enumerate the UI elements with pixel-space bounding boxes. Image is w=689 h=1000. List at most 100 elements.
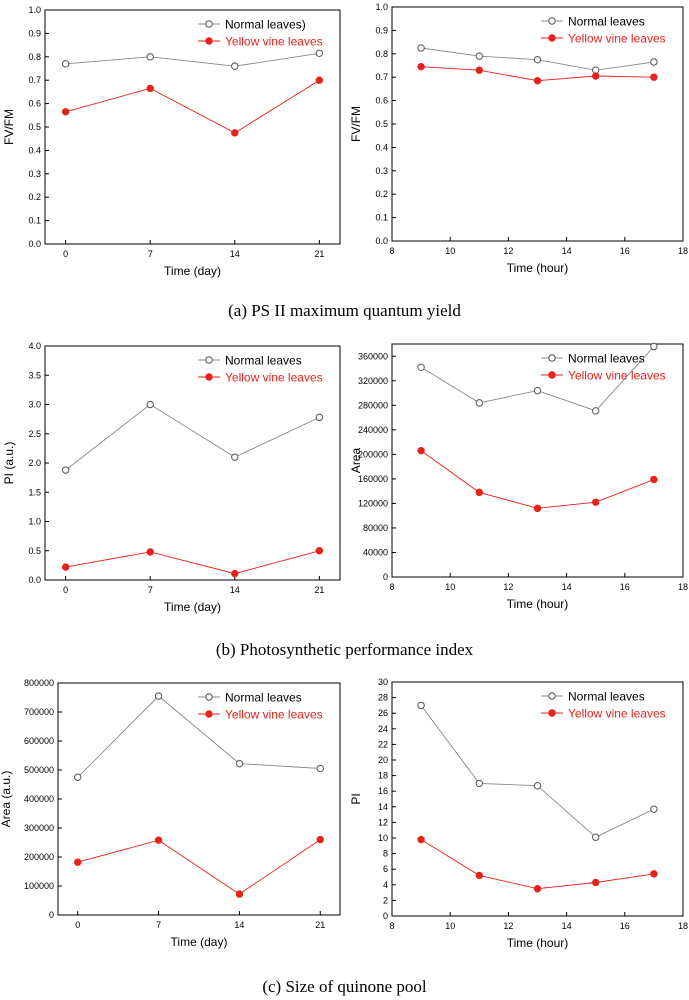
series-line-yellow bbox=[420, 839, 654, 890]
legend-marker-yellow bbox=[548, 34, 556, 42]
y-tick-label: 120000 bbox=[358, 498, 388, 508]
data-point-normal bbox=[316, 764, 324, 773]
y-tick-label: 160000 bbox=[358, 474, 388, 484]
y-tick-label: 0.0 bbox=[375, 236, 388, 246]
x-tick-label: 21 bbox=[314, 585, 324, 595]
data-point-yellow bbox=[315, 547, 324, 555]
data-point-yellow bbox=[146, 548, 154, 556]
x-tick-label: 14 bbox=[562, 246, 572, 256]
data-point-yellow bbox=[533, 504, 542, 513]
y-tick-label: 0.0 bbox=[28, 575, 41, 585]
chart-a-left: 0.0 0.1 0.2 0.3 0.4 0.5 0.6 0.7 0.8 0.9 1.0 0 7 14 21 T… bbox=[2, 5, 341, 278]
y-tick-label: 0.5 bbox=[28, 546, 41, 556]
x-tick-label: 18 bbox=[678, 582, 688, 592]
y-tick-label: 10 bbox=[378, 833, 388, 843]
y-tick-label: 0.1 bbox=[28, 216, 41, 226]
y-tick-label: 40000 bbox=[363, 547, 388, 557]
legend-label: Yellow vine leaves bbox=[225, 371, 323, 385]
data-point-normal bbox=[475, 52, 483, 60]
series-line-yellow bbox=[77, 839, 321, 895]
x-tick-label: 14 bbox=[234, 920, 244, 930]
y-tick-label: 28 bbox=[378, 693, 388, 703]
data-point-yellow bbox=[154, 836, 163, 844]
x-tick-label: 0 bbox=[75, 920, 80, 930]
data-point-normal bbox=[533, 386, 542, 395]
legend-label: Normal leaves) bbox=[225, 18, 306, 32]
data-point-yellow bbox=[592, 72, 600, 80]
data-point-yellow bbox=[146, 84, 154, 93]
legend-label: Yellow vine leaves bbox=[225, 708, 323, 722]
data-point-normal bbox=[74, 773, 82, 781]
y-tick-label: 0.9 bbox=[375, 25, 388, 35]
y-tick-label: 0 bbox=[383, 911, 388, 921]
y-tick-label: 2.5 bbox=[28, 429, 41, 439]
data-point-yellow bbox=[235, 890, 244, 898]
y-tick-label: 0.8 bbox=[28, 52, 41, 62]
caption-a: (a) PS II maximum quantum yield bbox=[228, 301, 461, 320]
data-point-normal bbox=[475, 779, 483, 788]
x-tick-label: 7 bbox=[148, 249, 153, 259]
data-point-normal bbox=[650, 342, 658, 351]
x-tick-label: 10 bbox=[445, 246, 455, 256]
data-point-yellow bbox=[475, 871, 483, 880]
y-tick-label: 0.3 bbox=[375, 166, 388, 176]
series-line-normal bbox=[420, 705, 655, 838]
data-point-yellow bbox=[417, 446, 425, 455]
legend-label: Yellow vine leaves bbox=[568, 32, 666, 46]
y-tick-label: 0.0 bbox=[28, 239, 41, 249]
data-point-yellow bbox=[650, 73, 658, 81]
y-tick-label: 0.6 bbox=[28, 99, 41, 109]
legend-marker-normal bbox=[548, 17, 556, 25]
y-tick-label: 1.5 bbox=[28, 487, 41, 497]
y-tick-label: 1.0 bbox=[375, 2, 388, 12]
y-tick-label: 0 bbox=[383, 572, 388, 582]
data-point-yellow bbox=[533, 77, 542, 85]
y-tick-label: 0.7 bbox=[375, 72, 388, 82]
y-tick-label: 6 bbox=[383, 864, 388, 874]
data-point-normal bbox=[146, 400, 154, 409]
data-point-normal bbox=[154, 692, 163, 700]
caption-c: (c) Size of quinone pool bbox=[262, 977, 427, 996]
y-tick-label: 360000 bbox=[358, 351, 388, 361]
legend-marker-yellow bbox=[548, 371, 556, 379]
series-line-yellow bbox=[65, 550, 320, 575]
data-point-normal bbox=[533, 55, 542, 64]
legend-marker-normal bbox=[205, 20, 213, 28]
y-tick-label: 12 bbox=[378, 817, 388, 827]
x-tick-label: 12 bbox=[503, 921, 513, 931]
y-tick-label: 280000 bbox=[358, 400, 388, 410]
y-tick-label: 2 bbox=[383, 895, 388, 905]
caption-b: (b) Photosynthetic performance index bbox=[215, 640, 474, 659]
data-point-normal bbox=[417, 363, 425, 371]
x-tick-label: 12 bbox=[503, 582, 513, 592]
x-tick-label: 7 bbox=[156, 920, 161, 930]
y-tick-label: 0.1 bbox=[375, 213, 388, 223]
legend-marker-normal bbox=[205, 356, 213, 364]
y-tick-label: 0.4 bbox=[375, 142, 388, 152]
data-point-yellow bbox=[417, 835, 425, 844]
y-tick-label: 4.0 bbox=[28, 341, 41, 351]
y-tick-label: 0 bbox=[49, 910, 54, 920]
y-tick-label: 16 bbox=[378, 786, 388, 796]
data-point-normal bbox=[417, 44, 425, 52]
chart-b-left: 0.0 0.5 1.0 1.5 2.0 2.5 3.0 3.5 4.0 0 7 14 21 Time (d… bbox=[2, 341, 341, 614]
data-point-yellow bbox=[61, 563, 70, 571]
y-tick-label: 26 bbox=[378, 708, 388, 718]
data-point-yellow bbox=[417, 62, 425, 71]
data-point-yellow bbox=[231, 129, 239, 137]
y-tick-label: 20 bbox=[378, 755, 388, 765]
x-tick-label: 0 bbox=[63, 249, 68, 259]
x-tick-label: 16 bbox=[620, 246, 630, 256]
legend-marker-yellow bbox=[205, 373, 213, 381]
y-tick-label: 80000 bbox=[363, 523, 388, 533]
y-tick-label: 0.9 bbox=[28, 28, 41, 38]
y-tick-label: 3.5 bbox=[28, 370, 41, 380]
x-tick-label: 18 bbox=[678, 246, 688, 256]
x-tick-label: 16 bbox=[620, 582, 630, 592]
y-tick-label: 100000 bbox=[24, 881, 54, 891]
data-point-yellow bbox=[475, 66, 483, 74]
y-tick-label: 0.3 bbox=[28, 169, 41, 179]
y-tick-label: 200000 bbox=[358, 449, 388, 459]
